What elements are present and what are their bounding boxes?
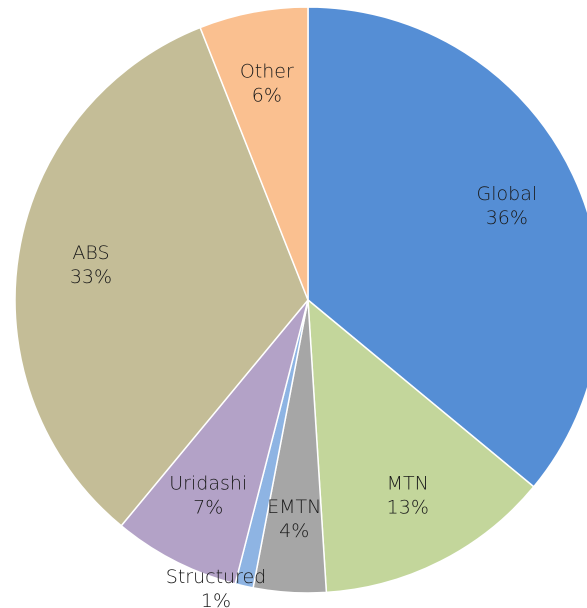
slice-label: Other — [240, 61, 294, 83]
slice-label: EMTN — [267, 496, 321, 518]
pie-slice — [307, 298, 535, 594]
slice-value-label: 6% — [252, 85, 282, 107]
pie-slice — [14, 26, 309, 527]
slice-value-label: 36% — [486, 207, 528, 229]
slice-label: MTN — [387, 472, 429, 494]
slice-label: Structured — [166, 566, 266, 588]
pie-slice — [307, 6, 587, 488]
slice-value-label: 33% — [70, 266, 112, 288]
pie-slice — [120, 299, 309, 585]
slice-value-label: 4% — [279, 520, 309, 542]
slice-label: Global — [477, 183, 538, 205]
slice-label: ABS — [72, 242, 109, 264]
slice-value-label: 1% — [201, 590, 231, 608]
pie-slice — [199, 6, 309, 301]
slice-value-label: 13% — [387, 496, 429, 518]
slice-label: Uridashi — [169, 472, 247, 494]
slice-value-label: 7% — [193, 496, 223, 518]
